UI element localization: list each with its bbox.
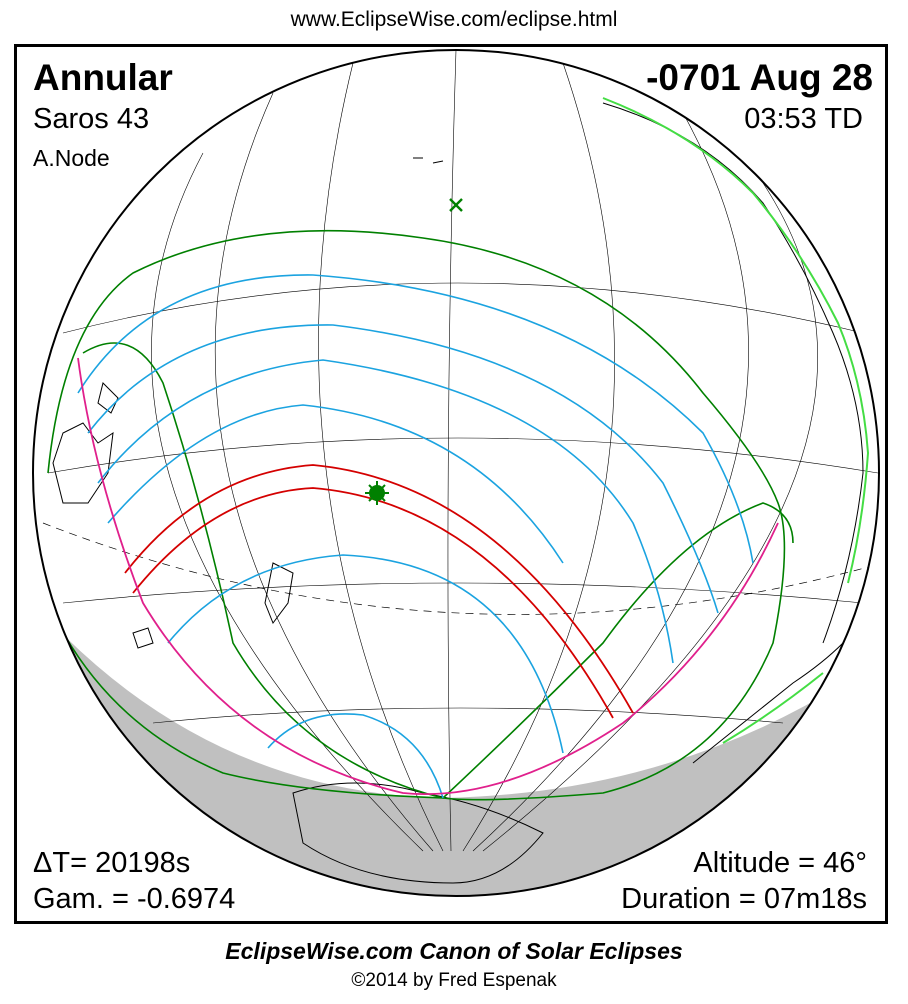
coastlines [52,102,864,884]
delta-t-value: ΔT= 20198s [33,847,191,879]
sunrise-sunset-curve [77,357,779,795]
node-label: A.Node [33,145,110,171]
night-side-shading [33,603,879,896]
graticule-parallels [47,282,879,724]
footer-title: EclipseWise.com Canon of Solar Eclipses [225,938,683,964]
central-duration: Duration = 07m18s [621,883,867,915]
coastline-highlight [602,97,870,584]
eclipse-type: Annular [33,57,173,98]
eclipse-map-panel: Annular Saros 43 A.Node -0701 Aug 28 03:… [14,44,888,924]
coastline-highlight-lower [722,672,824,744]
partial-magnitude-curves [77,274,754,799]
eclipse-globe-map [32,49,880,897]
ecliptic-dashed-line [42,522,879,615]
globe-disk [33,50,879,896]
graticule-meridians [151,50,818,852]
footer-copyright: ©2014 by Fred Espenak [351,970,557,991]
source-url[interactable]: www.EclipseWise.com/eclipse.html [290,8,618,31]
subsolar-point-icon [449,198,463,212]
central-path-limits [124,464,634,719]
globe-outline [32,49,880,897]
greatest-eclipse-icon [365,481,389,505]
eclipse-date: -0701 Aug 28 [646,57,873,98]
saros-number: Saros 43 [33,103,150,135]
sun-altitude: Altitude = 46° [693,847,867,879]
gamma-value: Gam. = -0.6974 [33,883,236,915]
eclipse-time: 03:53 TD [744,103,863,135]
penumbra-limits [47,229,794,801]
